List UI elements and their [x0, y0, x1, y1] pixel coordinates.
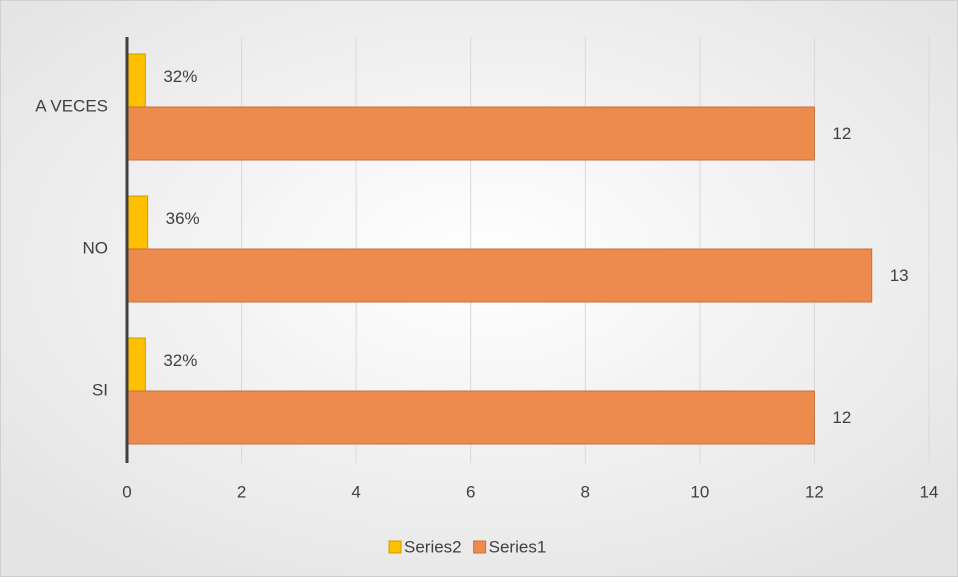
- x-tick-label: 8: [581, 482, 590, 501]
- bar: [126, 106, 815, 161]
- bar: [126, 337, 146, 392]
- x-tick-label: 0: [122, 482, 131, 501]
- data-label: 32%: [163, 351, 197, 370]
- legend-label: Series2: [404, 537, 462, 556]
- x-tick-label: 2: [237, 482, 246, 501]
- bar: [126, 195, 149, 250]
- y-tick-label: SI: [92, 380, 108, 399]
- legend-label: Series1: [489, 537, 547, 556]
- x-tick-label: 10: [690, 482, 709, 501]
- data-label: 12: [832, 408, 851, 427]
- data-label: 13: [890, 266, 909, 285]
- bar: [126, 390, 815, 445]
- y-tick-label: A VECES: [35, 96, 108, 115]
- bar: [126, 53, 146, 108]
- legend-swatch: [388, 540, 402, 554]
- y-tick-label: NO: [83, 238, 109, 257]
- data-label: 36%: [166, 209, 200, 228]
- x-tick-label: 4: [351, 482, 360, 501]
- data-label: 12: [832, 124, 851, 143]
- x-tick-label: 6: [466, 482, 475, 501]
- data-label: 32%: [163, 67, 197, 86]
- x-tick-label: 12: [805, 482, 824, 501]
- legend-swatch: [473, 540, 487, 554]
- bar: [126, 248, 873, 303]
- x-tick-label: 14: [920, 482, 939, 501]
